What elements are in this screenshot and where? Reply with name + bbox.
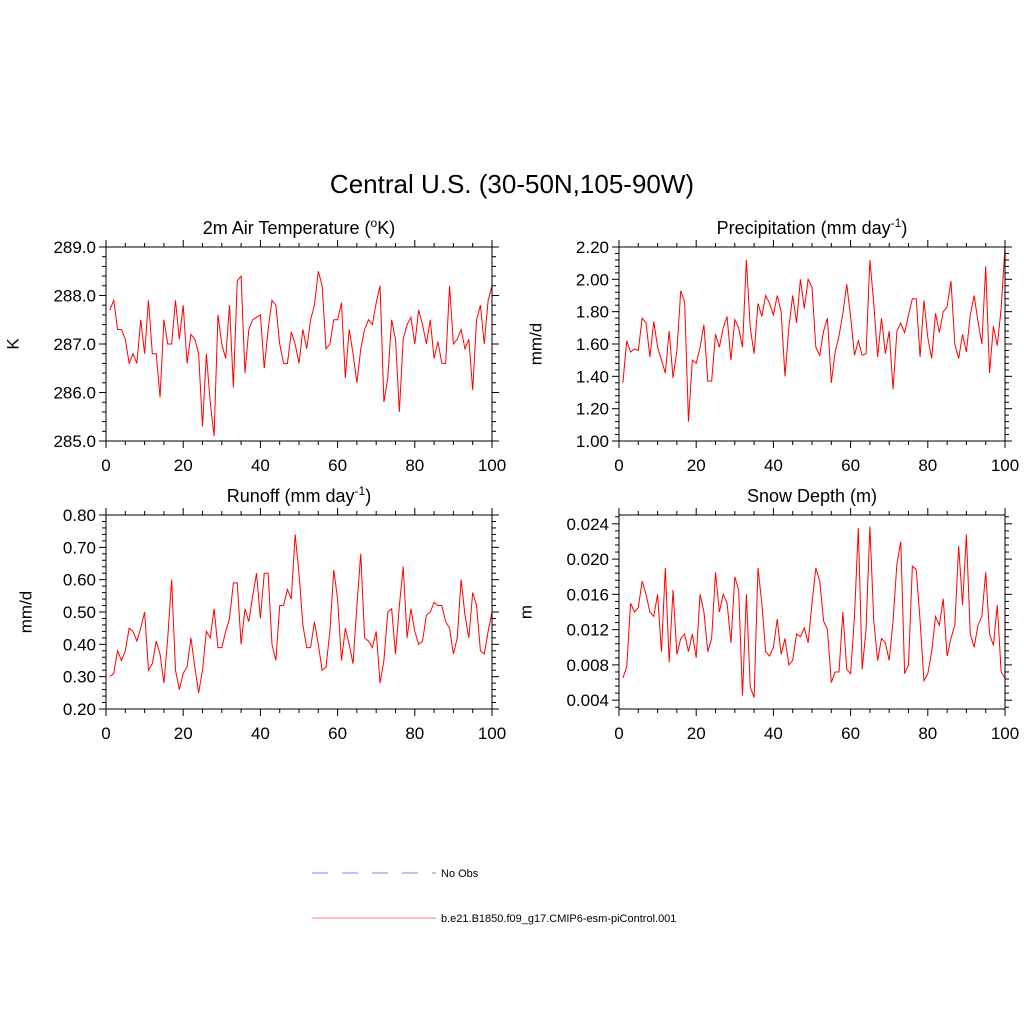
y-tick-label: 0.50 <box>63 603 96 622</box>
panel-title-precipitation: Precipitation (mm day-1) <box>717 216 908 238</box>
panel-temperature: 0 20 40 60 80 100 285.0 286.0 287.0 288.0 289.0 K 2m… <box>3 216 506 475</box>
plot-frame-temperature <box>105 246 493 442</box>
panel-precipitation: 0 20 40 60 80 100 1.00 1.20 1.40 1.60 1.80 2.00 2.20… <box>526 216 1019 475</box>
x-tick-label: 0 <box>614 456 623 475</box>
y-tick-label: 1.20 <box>576 400 609 419</box>
y-tick-label: 1.60 <box>576 335 609 354</box>
y-tick-label: 0.20 <box>63 700 96 719</box>
x-tick-label: 40 <box>251 456 270 475</box>
y-tick-label: 285.0 <box>53 432 96 451</box>
y-tick-label: 1.80 <box>576 303 609 322</box>
y-tick-label: 286.0 <box>53 384 96 403</box>
y-tick-label: 0.012 <box>566 621 609 640</box>
legend-label-model: b.e21.B1850.f09_g17.CMIP6-esm-piControl.… <box>441 913 676 925</box>
x-tick-label: 60 <box>841 456 860 475</box>
y-axis-label-snow-depth: m <box>516 605 535 619</box>
x-tick-label: 80 <box>918 456 937 475</box>
y-tick-label: 0.60 <box>63 571 96 590</box>
y-tick-label: 289.0 <box>53 238 96 257</box>
series-line-precipitation <box>622 246 1006 422</box>
y-tick-label: 2.00 <box>576 270 609 289</box>
y-tick-label: 0.30 <box>63 668 96 687</box>
x-tick-label: 20 <box>174 456 193 475</box>
y-axis-label-precipitation: mm/d <box>526 323 545 366</box>
panels-group: 0 20 40 60 80 100 285.0 286.0 287.0 288.0 289.0 K 2m… <box>3 216 1019 743</box>
y-tick-label: 2.20 <box>576 238 609 257</box>
plot-frame-snow-depth <box>618 514 1006 710</box>
y-tick-label: 288.0 <box>53 287 96 306</box>
series-line-runoff <box>109 534 493 693</box>
y-tick-label: 0.70 <box>63 538 96 557</box>
figure-title: Central U.S. (30-50N,105-90W) <box>330 169 694 199</box>
x-tick-label: 80 <box>405 456 424 475</box>
x-tick-label: 0 <box>101 456 110 475</box>
panel-title-temperature: 2m Air Temperature (oK) <box>203 216 395 238</box>
x-tick-label: 80 <box>918 724 937 743</box>
panel-snow-depth: 0 20 40 60 80 100 0.004 0.008 0.012 0.016 0.020 0.0… <box>516 486 1019 743</box>
y-tick-label: 0.004 <box>566 691 609 710</box>
y-axis-label-runoff: mm/d <box>16 591 35 634</box>
x-tick-label: 20 <box>687 724 706 743</box>
y-tick-label: 1.00 <box>576 432 609 451</box>
x-tick-label: 0 <box>101 724 110 743</box>
x-tick-label: 100 <box>478 456 506 475</box>
x-tick-label: 20 <box>174 724 193 743</box>
x-tick-label: 80 <box>405 724 424 743</box>
x-tick-label: 40 <box>764 724 783 743</box>
legend-label-no-obs: No Obs <box>441 868 479 880</box>
x-tick-label: 40 <box>764 456 783 475</box>
y-tick-label: 0.016 <box>566 585 609 604</box>
y-tick-label: 0.008 <box>566 656 609 675</box>
x-tick-label: 40 <box>251 724 270 743</box>
y-tick-label: 0.020 <box>566 550 609 569</box>
panel-title-snow-depth: Snow Depth (m) <box>747 486 877 506</box>
series-line-temperature <box>109 271 493 437</box>
legend: No Obs b.e21.B1850.f09_g17.CMIP6-esm-piC… <box>312 868 676 925</box>
x-tick-label: 100 <box>991 724 1019 743</box>
y-tick-label: 1.40 <box>576 367 609 386</box>
series-line-snow-depth <box>622 526 1006 698</box>
y-tick-label: 287.0 <box>53 335 96 354</box>
y-tick-label: 0.80 <box>63 506 96 525</box>
x-tick-label: 60 <box>328 724 347 743</box>
x-tick-label: 60 <box>841 724 860 743</box>
y-tick-label: 0.40 <box>63 635 96 654</box>
x-tick-label: 100 <box>991 456 1019 475</box>
x-tick-label: 20 <box>687 456 706 475</box>
y-axis-label-temperature: K <box>3 338 22 350</box>
x-tick-label: 100 <box>478 724 506 743</box>
panel-title-runoff: Runoff (mm day-1) <box>227 484 371 506</box>
x-tick-label: 0 <box>614 724 623 743</box>
y-tick-label: 0.024 <box>566 515 609 534</box>
panel-runoff: 0 20 40 60 80 100 0.20 0.30 0.40 0.50 0.60 0.70 0.80… <box>16 484 506 743</box>
x-tick-label: 60 <box>328 456 347 475</box>
